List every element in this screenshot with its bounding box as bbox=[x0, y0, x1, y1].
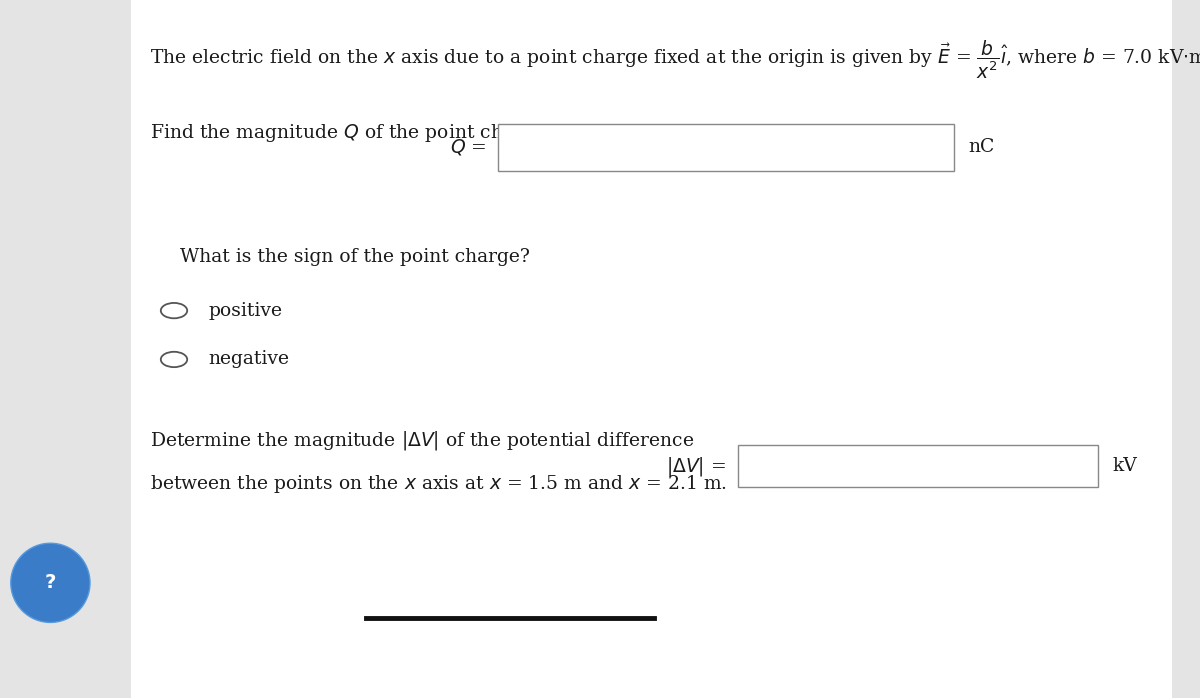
Text: kV: kV bbox=[1112, 457, 1138, 475]
Text: $Q$ =: $Q$ = bbox=[450, 138, 486, 157]
Text: between the points on the $x$ axis at $x$ = 1.5 m and $x$ = 2.1 m.: between the points on the $x$ axis at $x… bbox=[150, 473, 727, 496]
Ellipse shape bbox=[11, 543, 90, 623]
Text: The electric field on the $x$ axis due to a point charge fixed at the origin is : The electric field on the $x$ axis due t… bbox=[150, 38, 1200, 81]
Text: $|\Delta V|$ =: $|\Delta V|$ = bbox=[666, 455, 726, 477]
Text: Find the magnitude $Q$ of the point charge.: Find the magnitude $Q$ of the point char… bbox=[150, 122, 552, 144]
Circle shape bbox=[161, 352, 187, 367]
Text: nC: nC bbox=[968, 138, 995, 156]
FancyBboxPatch shape bbox=[131, 0, 1172, 698]
Circle shape bbox=[161, 303, 187, 318]
Text: ?: ? bbox=[44, 573, 56, 593]
FancyBboxPatch shape bbox=[738, 445, 1098, 487]
Text: positive: positive bbox=[209, 302, 283, 320]
Text: negative: negative bbox=[209, 350, 289, 369]
Text: Determine the magnitude $|\Delta V|$ of the potential difference: Determine the magnitude $|\Delta V|$ of … bbox=[150, 429, 695, 452]
Text: What is the sign of the point charge?: What is the sign of the point charge? bbox=[180, 248, 530, 266]
FancyBboxPatch shape bbox=[498, 124, 954, 171]
